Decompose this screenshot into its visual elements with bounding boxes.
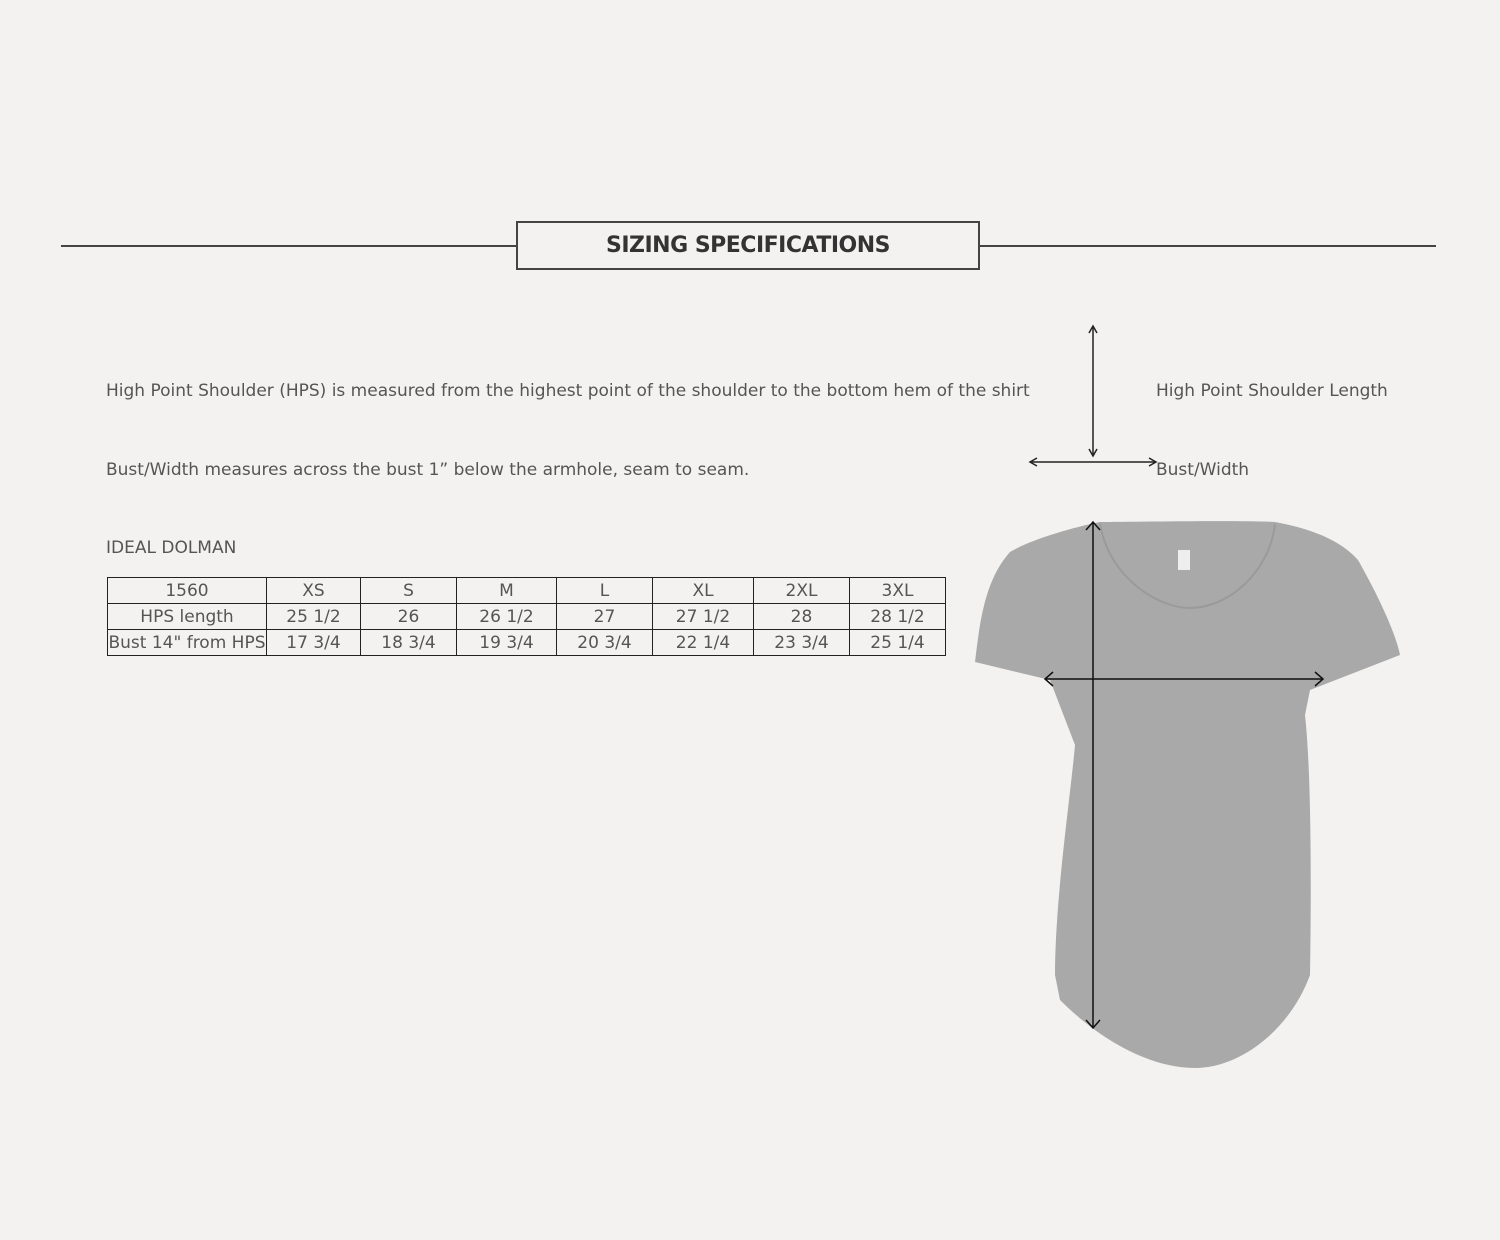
table-cell: 25 1/2	[266, 603, 361, 630]
table-cell: 20 3/4	[556, 629, 653, 656]
shirt-measurement-arrows-icon	[1043, 520, 1325, 1030]
table-cell: HPS length	[107, 603, 267, 630]
hps-description: High Point Shoulder (HPS) is measured fr…	[106, 381, 1030, 401]
shirt-tag	[1178, 550, 1190, 570]
sizing-table: 1560 XS S M L XL 2XL 3XL HPS length 25 1…	[107, 577, 946, 656]
table-cell: M	[456, 577, 557, 604]
bust-legend-label: Bust/Width	[1156, 460, 1250, 480]
table-cell: 25 1/4	[849, 629, 946, 656]
table-row: Bust 14" from HPS 17 3/4 18 3/4 19 3/4 2…	[107, 629, 946, 656]
table-cell: 28 1/2	[849, 603, 946, 630]
page-title: SIZING SPECIFICATIONS	[516, 221, 980, 270]
table-cell: Bust 14" from HPS	[107, 629, 267, 656]
table-header-row: 1560 XS S M L XL 2XL 3XL	[107, 577, 946, 604]
table-cell: 27	[556, 603, 653, 630]
table-cell: L	[556, 577, 653, 604]
measurement-legend-arrows-icon	[1028, 324, 1158, 467]
table-cell: 2XL	[753, 577, 850, 604]
table-cell: 22 1/4	[652, 629, 754, 656]
header-rule-left	[61, 245, 516, 247]
table-cell: 28	[753, 603, 850, 630]
header-rule-right	[980, 245, 1436, 247]
table-cell: 23 3/4	[753, 629, 850, 656]
table-cell: 19 3/4	[456, 629, 557, 656]
shirt-image	[975, 521, 1400, 1068]
table-cell: 26	[360, 603, 457, 630]
bust-description: Bust/Width measures across the bust 1” b…	[106, 460, 750, 480]
neckline	[1099, 523, 1276, 610]
hps-legend-label: High Point Shoulder Length	[1156, 381, 1388, 401]
table-cell: 18 3/4	[360, 629, 457, 656]
table-title: IDEAL DOLMAN	[106, 538, 237, 558]
